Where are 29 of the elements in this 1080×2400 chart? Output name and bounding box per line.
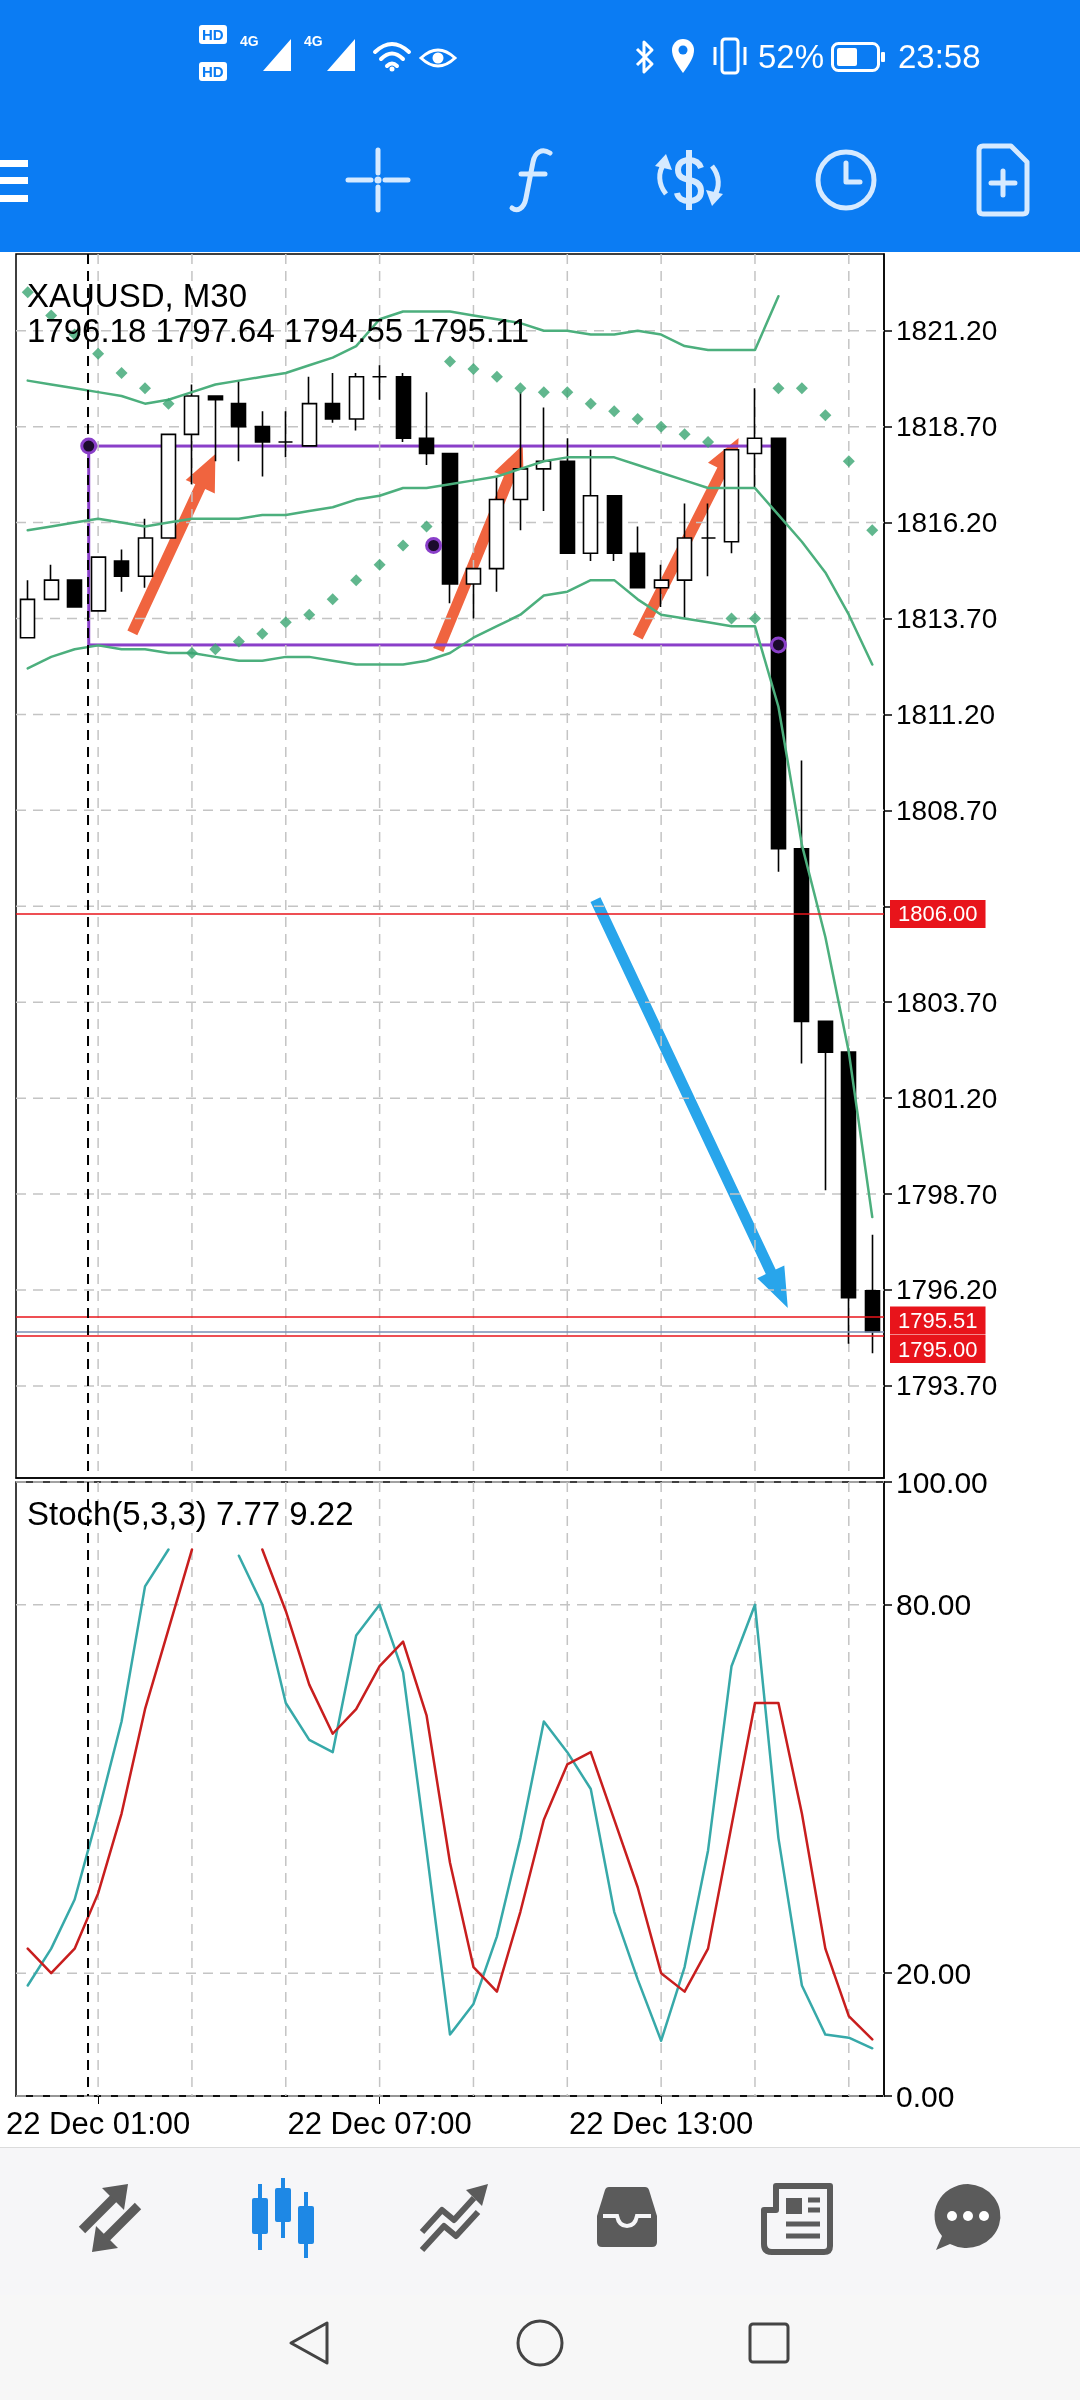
y-tick-label: 1803.70 [896, 986, 998, 1018]
y-tick-label: 1816.20 [896, 507, 998, 539]
text: 52% [758, 37, 825, 77]
y-tick-label: 0.00 [896, 2079, 955, 2113]
y-tick-label: 1808.70 [896, 794, 998, 826]
y-tick-label: 1798.70 [896, 1178, 998, 1210]
y-tick-label: 20.00 [896, 1956, 972, 1990]
x-tick-label: 22 Dec 01:00 [5, 2106, 191, 2141]
ref-line-label: 1795.00 [898, 1336, 978, 1362]
text: 4G [240, 33, 259, 49]
text: 4G [304, 33, 323, 49]
chart-title: Stoch(5,3,3) 7.77 9.22 [27, 1495, 354, 1532]
y-tick-label: 100.00 [896, 1465, 988, 1499]
text: XAUUSD, M30 [27, 277, 248, 314]
ref-line-label: 1806.00 [898, 901, 978, 927]
x-tick-label: 22 Dec 07:00 [287, 2106, 472, 2141]
ref-line-label: 1795.51 [898, 1307, 978, 1333]
y-tick-label: 1801.20 [896, 1082, 998, 1114]
y-tick-label: 1821.20 [896, 315, 998, 347]
y-tick-label: 1818.70 [896, 411, 998, 443]
y-tick-label: 1811.20 [896, 698, 996, 730]
text: 23:58 [898, 37, 981, 77]
x-tick-label: 22 Dec 13:00 [568, 2106, 754, 2141]
text: HD [199, 25, 227, 44]
y-tick-label: 1796.20 [896, 1274, 998, 1306]
y-tick-label: 1813.70 [896, 603, 998, 635]
y-tick-label: 80.00 [896, 1588, 972, 1622]
y-tick-label: 1793.70 [896, 1370, 998, 1402]
text: HD [199, 62, 227, 81]
